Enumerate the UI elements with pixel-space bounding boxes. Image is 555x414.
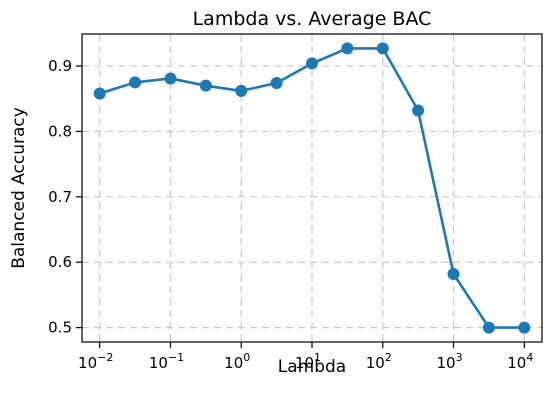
x-tick-label: 10−1 bbox=[149, 351, 184, 372]
data-point bbox=[376, 42, 389, 55]
x-axis-label: Lambda bbox=[278, 357, 346, 377]
series-line bbox=[99, 47, 525, 329]
x-tick-label: 101 bbox=[295, 351, 321, 372]
x-tick-label: 103 bbox=[436, 351, 462, 372]
x-tick-label: 102 bbox=[366, 351, 392, 372]
y-tick-label: 0.6 bbox=[48, 253, 72, 271]
grid-layer bbox=[82, 34, 542, 342]
x-tick-label: 100 bbox=[224, 351, 250, 372]
y-tick-label: 0.9 bbox=[48, 57, 72, 75]
tick-layer: 10−2 10−1 100 101 102 103 104 0.5 0.6 0.7 0.8 0.9 bbox=[48, 57, 533, 372]
y-tick-label: 0.5 bbox=[48, 319, 72, 337]
y-tick-label: 0.7 bbox=[48, 188, 72, 206]
data-point bbox=[93, 87, 106, 100]
data-point bbox=[235, 84, 248, 97]
data-point bbox=[447, 267, 460, 280]
data-point bbox=[129, 76, 142, 89]
point-layer bbox=[93, 42, 531, 334]
chart-title: Lambda vs. Average BAC bbox=[193, 8, 432, 30]
data-point bbox=[482, 321, 495, 334]
data-point bbox=[341, 42, 354, 55]
data-point bbox=[518, 321, 531, 334]
y-tick-label: 0.8 bbox=[48, 122, 72, 140]
data-point bbox=[199, 79, 212, 92]
x-tick-label: 10−2 bbox=[78, 351, 113, 372]
data-point bbox=[270, 77, 283, 90]
y-axis-label: Balanced Accuracy bbox=[9, 107, 29, 269]
data-point bbox=[412, 104, 425, 117]
data-point bbox=[164, 72, 177, 85]
data-point bbox=[305, 57, 318, 70]
plot-frame bbox=[81, 33, 543, 343]
x-tick-label: 104 bbox=[507, 351, 533, 372]
